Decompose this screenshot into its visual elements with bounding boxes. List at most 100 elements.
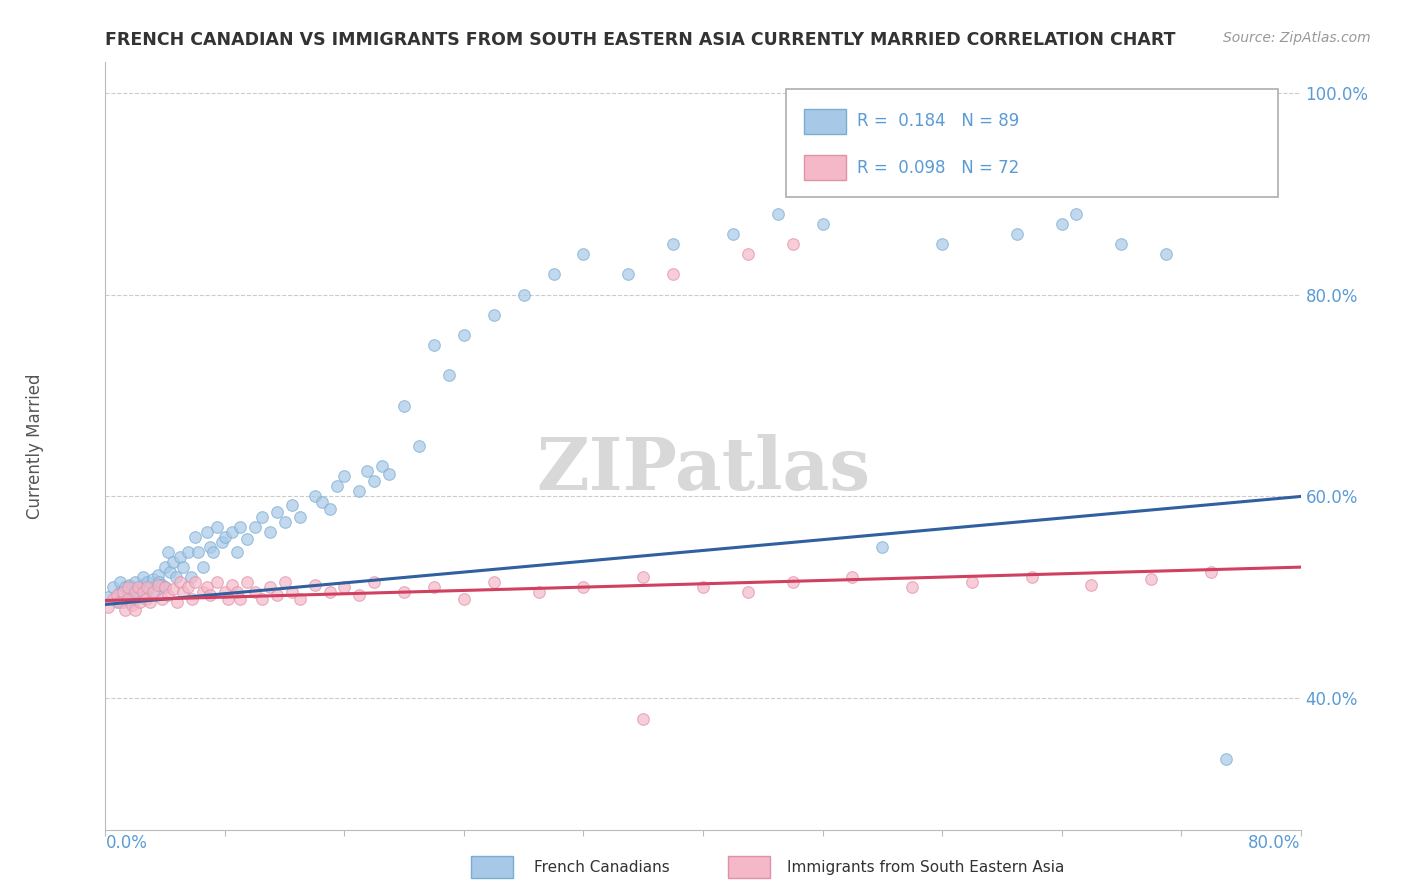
Point [1066,207,1088,221]
Point [394,399,416,413]
Point [136,575,159,590]
Point [1021,570,1043,584]
Point [326,479,349,493]
Point [423,580,446,594]
Point [243,520,266,534]
Point [155,580,177,594]
Point [121,599,143,613]
Point [139,580,162,594]
Point [146,578,169,592]
Point [101,592,124,607]
Point [766,207,789,221]
Point [281,498,304,512]
Text: 80.0%: 80.0% [1249,834,1301,852]
Point [198,588,221,602]
Point [207,520,229,534]
Point [118,578,141,592]
Point [117,592,139,607]
Point [155,580,177,594]
Point [243,585,266,599]
Point [225,545,249,559]
Point [1080,578,1102,592]
Point [692,580,714,594]
Point [124,585,146,599]
Point [195,524,218,539]
Point [371,459,394,474]
Point [662,237,685,252]
Point [101,580,124,594]
Point [142,572,165,586]
Point [97,600,120,615]
Point [931,237,953,252]
Point [159,565,181,579]
Point [236,575,259,590]
Point [146,568,169,582]
Point [737,247,759,261]
Point [202,545,225,559]
Point [236,532,259,546]
Point [318,501,340,516]
Point [221,578,243,592]
Point [110,595,132,609]
Point [112,585,135,599]
Point [117,580,139,594]
Text: R =  0.098   N = 72: R = 0.098 N = 72 [858,159,1019,177]
Point [266,505,288,519]
Point [150,592,173,607]
Point [139,595,162,609]
Point [184,530,207,544]
Point [211,534,233,549]
Point [633,570,655,584]
Point [172,560,194,574]
Point [1050,217,1073,231]
Text: 0.0%: 0.0% [105,834,148,852]
Point [176,580,198,594]
Point [482,575,505,590]
Point [333,580,356,594]
Point [811,217,834,231]
Point [1140,572,1163,586]
Point [617,268,640,282]
Point [117,585,139,599]
Point [288,592,311,607]
Point [166,595,188,609]
Point [214,530,236,544]
Point [1005,227,1028,241]
Point [180,570,202,584]
Point [782,237,804,252]
Point [195,580,218,594]
Point [157,588,180,602]
Point [356,464,378,478]
Point [662,268,685,282]
Point [960,575,983,590]
Point [304,578,326,592]
Point [901,580,924,594]
Point [229,520,252,534]
Point [184,575,207,590]
Point [207,575,229,590]
Text: Immigrants from South Eastern Asia: Immigrants from South Eastern Asia [787,860,1064,874]
Point [124,575,146,590]
Point [142,585,165,599]
Text: ZIPatlas: ZIPatlas [536,434,870,505]
Point [176,545,198,559]
Point [349,484,371,499]
Point [128,582,150,597]
Point [841,570,863,584]
Point [135,592,157,607]
Point [782,575,804,590]
Point [572,580,595,594]
Point [543,268,565,282]
Text: Currently Married: Currently Married [27,373,44,519]
Point [127,580,149,594]
Point [304,490,326,504]
Point [136,580,159,594]
Point [378,467,401,482]
Point [572,247,595,261]
Point [117,592,139,607]
Point [394,585,416,599]
Point [112,595,135,609]
Point [191,585,214,599]
Point [453,592,475,607]
Point [120,595,142,609]
